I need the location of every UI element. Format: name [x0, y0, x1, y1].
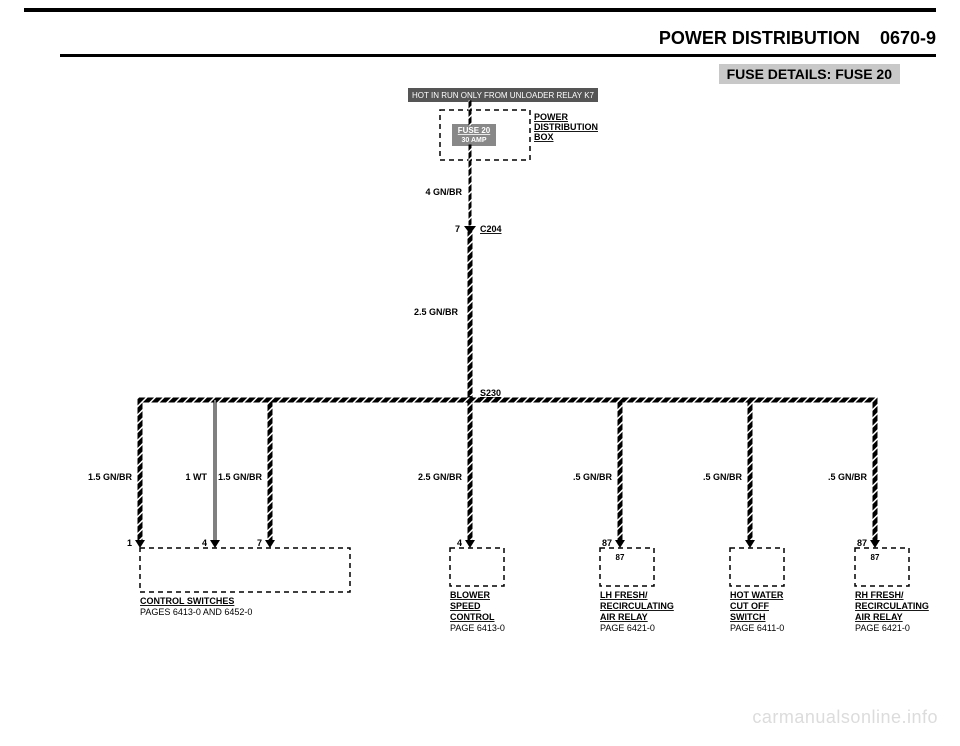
- watermark: carmanualsonline.info: [752, 707, 938, 728]
- svg-text:7: 7: [257, 538, 262, 548]
- svg-text:4: 4: [202, 538, 207, 548]
- svg-text:.5 GN/BR: .5 GN/BR: [573, 472, 613, 482]
- svg-text:HOT WATER: HOT WATER: [730, 590, 784, 600]
- svg-text:HOT IN RUN ONLY FROM UNLOADER: HOT IN RUN ONLY FROM UNLOADER RELAY K7: [412, 91, 595, 100]
- svg-text:S230: S230: [480, 388, 501, 398]
- svg-text:1: 1: [127, 538, 132, 548]
- svg-text:SWITCH: SWITCH: [730, 612, 766, 622]
- svg-text:1.5 GN/BR: 1.5 GN/BR: [88, 472, 133, 482]
- svg-text:4: 4: [457, 538, 462, 548]
- svg-text:RECIRCULATING: RECIRCULATING: [855, 601, 929, 611]
- svg-text:SPEED: SPEED: [450, 601, 481, 611]
- svg-text:87: 87: [616, 553, 625, 562]
- svg-text:C204: C204: [480, 224, 502, 234]
- svg-text:1 WT: 1 WT: [186, 472, 208, 482]
- svg-text:AIR RELAY: AIR RELAY: [855, 612, 903, 622]
- svg-text:30 AMP: 30 AMP: [461, 137, 486, 144]
- svg-text:87: 87: [871, 553, 880, 562]
- svg-text:CUT OFF: CUT OFF: [730, 601, 769, 611]
- svg-text:.5 GN/BR: .5 GN/BR: [703, 472, 743, 482]
- svg-text:87: 87: [857, 538, 867, 548]
- svg-text:PAGES 6413-0 AND 6452-0: PAGES 6413-0 AND 6452-0: [140, 607, 252, 617]
- svg-text:RECIRCULATING: RECIRCULATING: [600, 601, 674, 611]
- svg-text:RH FRESH/: RH FRESH/: [855, 590, 904, 600]
- svg-text:CONTROL: CONTROL: [450, 612, 495, 622]
- svg-text:PAGE 6421-0: PAGE 6421-0: [855, 623, 910, 633]
- svg-text:7: 7: [455, 224, 460, 234]
- svg-text:87: 87: [602, 538, 612, 548]
- svg-text:FUSE 20: FUSE 20: [458, 126, 491, 135]
- wiring-diagram: HOT IN RUN ONLY FROM UNLOADER RELAY K7 FU…: [0, 0, 960, 746]
- svg-text:PAGE 6421-0: PAGE 6421-0: [600, 623, 655, 633]
- svg-text:BOX: BOX: [534, 132, 554, 142]
- svg-text:2.5 GN/BR: 2.5 GN/BR: [414, 307, 459, 317]
- svg-text:PAGE 6411-0: PAGE 6411-0: [730, 623, 784, 633]
- svg-text:BLOWER: BLOWER: [450, 590, 490, 600]
- svg-text:1.5 GN/BR: 1.5 GN/BR: [218, 472, 263, 482]
- svg-text:2.5 GN/BR: 2.5 GN/BR: [418, 472, 463, 482]
- svg-text:LH FRESH/: LH FRESH/: [600, 590, 648, 600]
- svg-text:4 GN/BR: 4 GN/BR: [425, 187, 462, 197]
- svg-text:CONTROL SWITCHES: CONTROL SWITCHES: [140, 596, 234, 606]
- svg-text:POWER: POWER: [534, 112, 569, 122]
- svg-text:AIR RELAY: AIR RELAY: [600, 612, 648, 622]
- svg-text:DISTRIBUTION: DISTRIBUTION: [534, 122, 598, 132]
- svg-text:.5 GN/BR: .5 GN/BR: [828, 472, 868, 482]
- svg-text:PAGE 6413-0: PAGE 6413-0: [450, 623, 505, 633]
